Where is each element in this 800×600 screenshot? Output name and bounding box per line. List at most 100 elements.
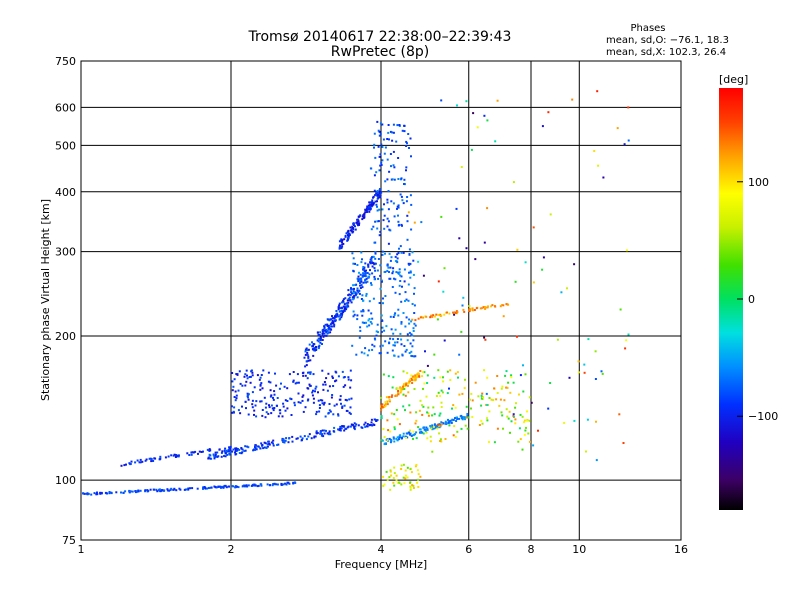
data-point	[218, 448, 221, 451]
data-point	[315, 346, 317, 348]
data-point	[324, 323, 327, 326]
data-point	[377, 129, 380, 132]
data-point	[387, 190, 390, 192]
data-point	[394, 255, 397, 258]
data-point	[375, 330, 378, 333]
data-point	[412, 339, 415, 342]
data-point	[376, 323, 379, 326]
data-point	[245, 484, 248, 487]
data-point	[365, 211, 368, 213]
data-point	[312, 354, 315, 357]
data-point	[311, 394, 314, 397]
data-point	[232, 448, 235, 451]
data-point	[238, 448, 241, 451]
data-point	[309, 371, 312, 374]
data-point	[313, 347, 316, 349]
data-point	[393, 484, 396, 487]
data-point	[323, 381, 326, 383]
data-point	[283, 385, 286, 388]
data-point	[484, 338, 487, 341]
data-point	[311, 341, 313, 344]
data-point	[144, 489, 147, 492]
data-point	[395, 479, 398, 482]
data-point	[373, 143, 376, 146]
data-point	[352, 284, 355, 287]
data-point	[411, 382, 414, 384]
data-point	[407, 299, 410, 302]
data-point	[370, 283, 373, 286]
data-point	[315, 349, 317, 351]
data-point	[396, 338, 399, 340]
x-tick-label: 8	[528, 543, 535, 556]
data-point	[292, 481, 295, 484]
data-point	[241, 448, 244, 451]
data-point	[466, 427, 469, 430]
data-point	[400, 483, 403, 486]
data-point	[225, 486, 228, 489]
data-point	[234, 450, 237, 452]
data-point	[509, 431, 511, 434]
data-point	[386, 439, 389, 442]
data-point	[323, 401, 326, 404]
data-point	[163, 489, 166, 492]
data-point	[408, 318, 411, 321]
data-point	[361, 218, 364, 221]
data-point	[146, 489, 149, 492]
data-point	[342, 311, 345, 313]
data-point	[397, 178, 400, 180]
data-point	[435, 313, 438, 316]
data-point	[259, 400, 262, 403]
data-point	[446, 392, 449, 395]
data-point	[231, 411, 234, 414]
data-point	[393, 166, 396, 169]
data-point	[426, 427, 429, 430]
data-point	[335, 371, 338, 374]
data-point	[435, 395, 438, 397]
data-point	[375, 203, 378, 206]
data-point	[445, 423, 448, 425]
data-point	[286, 407, 289, 410]
data-point	[149, 488, 152, 491]
data-point	[403, 383, 406, 386]
data-point	[365, 275, 368, 278]
data-point	[361, 274, 364, 277]
data-point	[394, 312, 397, 315]
data-point	[369, 261, 372, 264]
data-point	[480, 394, 483, 397]
data-point	[386, 217, 389, 220]
data-point	[246, 392, 249, 395]
data-point	[164, 456, 167, 459]
data-point	[364, 262, 367, 265]
data-point	[508, 410, 511, 413]
data-point	[381, 326, 384, 329]
data-point	[108, 492, 111, 495]
data-point	[413, 388, 416, 390]
data-point	[601, 372, 604, 375]
data-point	[197, 452, 199, 455]
data-point	[446, 370, 449, 373]
data-point	[393, 314, 396, 316]
data-point	[320, 432, 322, 435]
data-point	[169, 488, 172, 491]
data-point	[254, 445, 257, 448]
data-point	[434, 315, 436, 318]
data-point	[383, 483, 386, 486]
data-point	[322, 383, 325, 386]
data-point	[342, 301, 345, 304]
y-tick-label: 100	[55, 474, 76, 487]
data-point	[537, 429, 539, 432]
data-point	[222, 486, 225, 489]
data-point	[393, 354, 396, 357]
data-point	[382, 138, 385, 141]
data-point	[267, 412, 270, 415]
data-point	[358, 289, 361, 292]
data-point	[453, 425, 456, 428]
data-point	[466, 414, 469, 417]
data-point	[392, 332, 395, 335]
x-tick-label: 2	[228, 543, 235, 556]
data-point	[286, 387, 289, 390]
data-point	[246, 485, 249, 488]
data-point	[522, 364, 524, 367]
data-point	[120, 491, 122, 494]
data-point	[241, 451, 244, 454]
